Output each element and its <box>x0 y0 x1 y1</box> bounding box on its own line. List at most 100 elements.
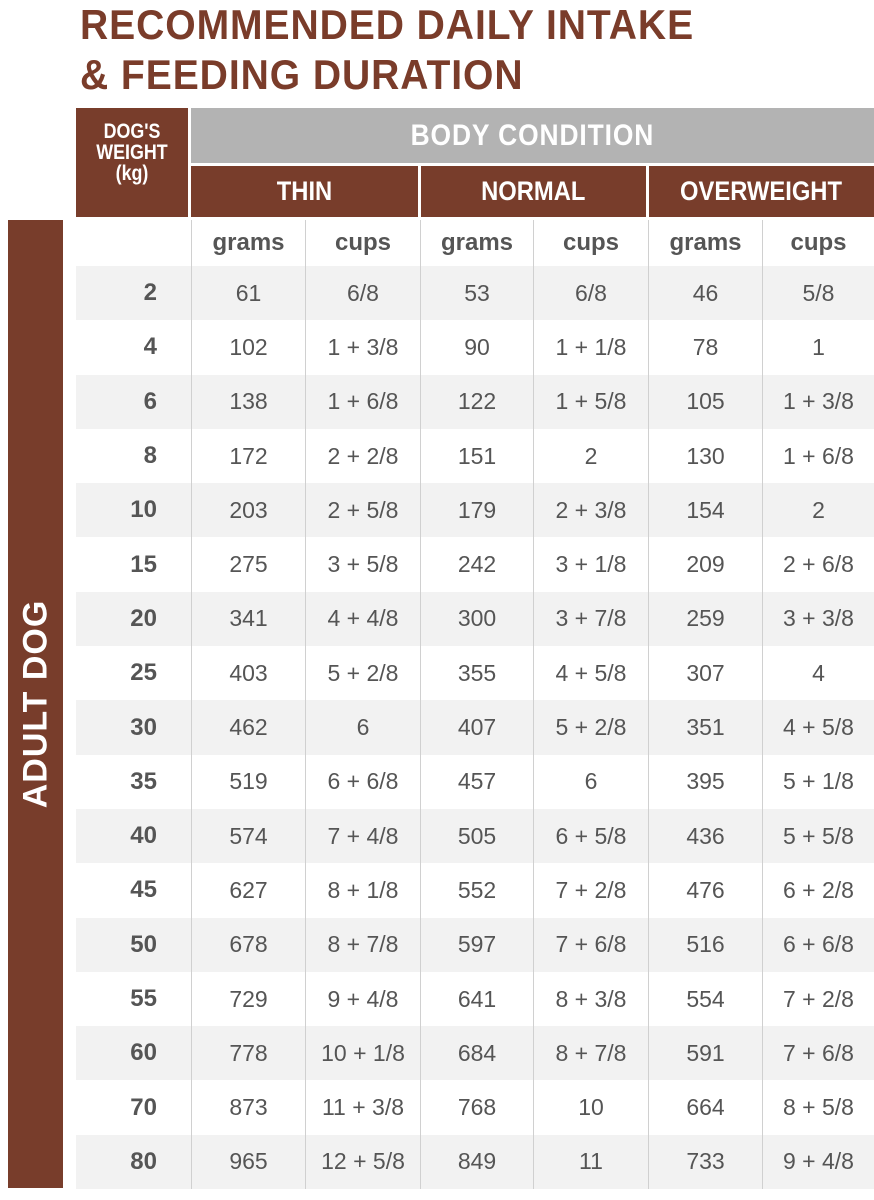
units-empty <box>76 220 191 266</box>
table-row: 6 138 1 + 6/8 122 1 + 5/8 105 1 + 3/8 <box>76 374 874 429</box>
cups-cell: 3 + 5/8 <box>305 537 420 592</box>
cups-cell: 11 <box>533 1134 648 1190</box>
adult-dog-label: ADULT DOG <box>16 599 54 809</box>
weight-cell: 50 <box>130 930 157 958</box>
grams-cell: 778 <box>191 1026 305 1081</box>
grams-cell: 516 <box>648 917 762 972</box>
cups-cell: 6 <box>305 700 420 755</box>
grams-cell: 138 <box>191 374 305 429</box>
grams-cell: 78 <box>648 320 762 375</box>
weight-cell: 4 <box>143 333 157 361</box>
cups-cell: 10 <box>533 1080 648 1135</box>
cups-cell: 9 + 4/8 <box>305 971 420 1027</box>
table-row: 40 574 7 + 4/8 505 6 + 5/8 436 5 + 5/8 <box>76 808 874 864</box>
header-body-condition: BODY CONDITION <box>191 108 874 163</box>
cups-cell: 9 + 4/8 <box>762 1134 874 1190</box>
cups-cell: 7 + 4/8 <box>305 808 420 864</box>
title-line-2: & FEEDING DURATION <box>80 51 524 98</box>
normal-label: NORMAL <box>481 176 586 206</box>
weight-cell: 45 <box>130 876 157 904</box>
weight-cell: 35 <box>130 767 157 795</box>
table-row: 70 873 11 + 3/8 768 10 664 8 + 5/8 <box>76 1080 874 1135</box>
grams-cell: 172 <box>191 428 305 484</box>
grams-cell: 519 <box>191 754 305 809</box>
table-row: 45 627 8 + 1/8 552 7 + 2/8 476 6 + 2/8 <box>76 863 874 918</box>
cups-cell: 8 + 1/8 <box>305 863 420 918</box>
grams-cell: 122 <box>420 374 533 429</box>
cups-cell: 3 + 7/8 <box>533 591 648 647</box>
cups-cell: 7 + 6/8 <box>533 917 648 972</box>
cups-cell: 3 + 3/8 <box>762 591 874 647</box>
cups-cell: 5 + 2/8 <box>533 700 648 755</box>
table-row: 25 403 5 + 2/8 355 4 + 5/8 307 4 <box>76 646 874 701</box>
cups-cell: 3 + 1/8 <box>533 537 648 592</box>
weight-cell: 80 <box>130 1147 157 1175</box>
cups-cell: 8 + 3/8 <box>533 971 648 1027</box>
cups-cell: 8 + 7/8 <box>533 1026 648 1081</box>
weight-cell: 15 <box>130 550 157 578</box>
table-row: 50 678 8 + 7/8 597 7 + 6/8 516 6 + 6/8 <box>76 917 874 972</box>
weight-cell: 60 <box>130 1039 157 1067</box>
grams-cell: 733 <box>648 1134 762 1190</box>
table-row: 4 102 1 + 3/8 90 1 + 1/8 78 1 <box>76 320 874 375</box>
grams-cell: 275 <box>191 537 305 592</box>
weight-cell: 8 <box>143 442 157 470</box>
grams-cell: 259 <box>648 591 762 647</box>
weight-cell: 40 <box>130 822 157 850</box>
grams-cell: 130 <box>648 428 762 484</box>
header-dog-weight: DOG'S WEIGHT (kg) <box>76 108 188 217</box>
grams-cell: 552 <box>420 863 533 918</box>
grams-cell: 684 <box>420 1026 533 1081</box>
weight-cell: 6 <box>143 387 157 415</box>
grams-cell: 462 <box>191 700 305 755</box>
cups-cell: 5 + 1/8 <box>762 754 874 809</box>
grams-cell: 90 <box>420 320 533 375</box>
grams-cell: 664 <box>648 1080 762 1135</box>
cups-cell: 6 + 2/8 <box>762 863 874 918</box>
cups-cell: 2 <box>533 428 648 484</box>
table-row: 60 778 10 + 1/8 684 8 + 7/8 591 7 + 6/8 <box>76 1026 874 1081</box>
grams-cell: 209 <box>648 537 762 592</box>
header-normal: NORMAL <box>421 166 646 217</box>
cups-cell: 11 + 3/8 <box>305 1080 420 1135</box>
grams-cell: 591 <box>648 1026 762 1081</box>
grams-cell: 307 <box>648 646 762 701</box>
cups-cell: 6/8 <box>305 266 420 321</box>
table-row: 55 729 9 + 4/8 641 8 + 3/8 554 7 + 2/8 <box>76 971 874 1027</box>
cups-cell: 1 + 5/8 <box>533 374 648 429</box>
unit-header: cups <box>533 220 648 266</box>
thin-label: THIN <box>276 176 333 206</box>
unit-header: cups <box>762 220 874 266</box>
weight-label-line-1: DOG'S <box>103 120 161 143</box>
table-row: 80 965 12 + 5/8 849 11 733 9 + 4/8 <box>76 1134 874 1190</box>
cups-cell: 1 + 6/8 <box>305 374 420 429</box>
grams-cell: 678 <box>191 917 305 972</box>
table-row: 30 462 6 407 5 + 2/8 351 4 + 5/8 <box>76 700 874 755</box>
cups-cell: 4 + 5/8 <box>762 700 874 755</box>
cups-cell: 2 + 5/8 <box>305 483 420 538</box>
grams-cell: 355 <box>420 646 533 701</box>
grams-cell: 849 <box>420 1134 533 1190</box>
cups-cell: 7 + 6/8 <box>762 1026 874 1081</box>
cups-cell: 6 + 6/8 <box>762 917 874 972</box>
overweight-label: OVERWEIGHT <box>680 176 843 206</box>
cups-cell: 2 + 6/8 <box>762 537 874 592</box>
weight-cell: 55 <box>130 985 157 1012</box>
grams-cell: 154 <box>648 483 762 538</box>
cups-cell: 7 + 2/8 <box>762 971 874 1027</box>
weight-label-line-3: (kg) <box>115 162 149 185</box>
cups-cell: 6 + 5/8 <box>533 808 648 864</box>
cups-cell: 1 + 1/8 <box>533 320 648 375</box>
cups-cell: 8 + 5/8 <box>762 1080 874 1135</box>
grams-cell: 554 <box>648 971 762 1027</box>
grams-cell: 873 <box>191 1080 305 1135</box>
cups-cell: 8 + 7/8 <box>305 917 420 972</box>
grams-cell: 351 <box>648 700 762 755</box>
cups-cell: 5/8 <box>762 266 874 321</box>
header-overweight: OVERWEIGHT <box>649 166 874 217</box>
cups-cell: 2 + 3/8 <box>533 483 648 538</box>
grams-cell: 203 <box>191 483 305 538</box>
table-row: 15 275 3 + 5/8 242 3 + 1/8 209 2 + 6/8 <box>76 537 874 592</box>
unit-header: grams <box>191 220 305 266</box>
grams-cell: 61 <box>191 266 305 321</box>
